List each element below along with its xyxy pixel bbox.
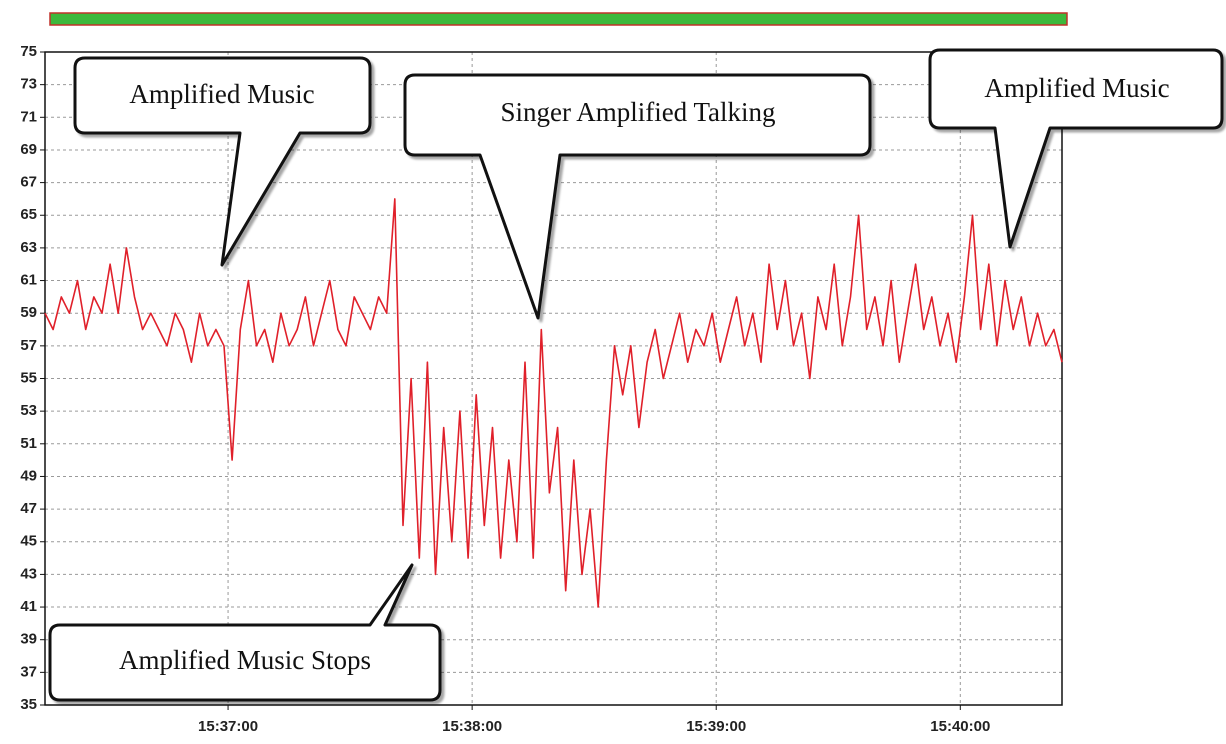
- x-tick-label: 15:37:00: [198, 718, 258, 735]
- y-tick-label: 57: [20, 337, 37, 354]
- annotation: Amplified Music Stops: [119, 645, 371, 675]
- annotation: Singer Amplified Talking: [500, 97, 775, 127]
- y-tick-label: 41: [20, 598, 37, 615]
- y-tick-label: 45: [20, 533, 37, 550]
- callout: [48, 563, 442, 702]
- y-tick-label: 35: [20, 696, 37, 713]
- y-tick-label: 61: [20, 272, 37, 289]
- y-tick-label: 49: [20, 467, 37, 484]
- y-tick-label: 55: [20, 369, 37, 386]
- y-tick-label: 39: [20, 631, 37, 648]
- callouts: Amplified Music Singer Amplified Talking…: [48, 48, 1224, 702]
- y-tick-label: 53: [20, 402, 37, 419]
- y-tick-label: 75: [20, 43, 37, 60]
- y-tick-label: 43: [20, 565, 37, 582]
- callout: [403, 73, 872, 320]
- x-tick-label: 15:38:00: [442, 718, 502, 735]
- y-tick-label: 47: [20, 500, 37, 517]
- status-bar: [49, 12, 1068, 26]
- callout: [73, 56, 372, 267]
- annotation: Amplified Music: [984, 73, 1169, 103]
- data-line: [44, 198, 1063, 608]
- annotation: Amplified Music: [129, 79, 314, 109]
- x-tick-label: 15:39:00: [686, 718, 746, 735]
- y-tick-label: 37: [20, 663, 37, 680]
- y-tick-label: 59: [20, 304, 37, 321]
- y-tick-label: 69: [20, 141, 37, 158]
- x-tick-label: 15:40:00: [930, 718, 990, 735]
- y-tick-label: 63: [20, 239, 37, 256]
- y-tick-label: 71: [20, 108, 37, 125]
- plot-border: [44, 51, 1063, 706]
- y-tick-label: 67: [20, 174, 37, 191]
- y-tick-label: 51: [20, 435, 37, 452]
- y-tick-label: 65: [20, 206, 37, 223]
- y-tick-label: 73: [20, 76, 37, 93]
- callout: [928, 48, 1224, 249]
